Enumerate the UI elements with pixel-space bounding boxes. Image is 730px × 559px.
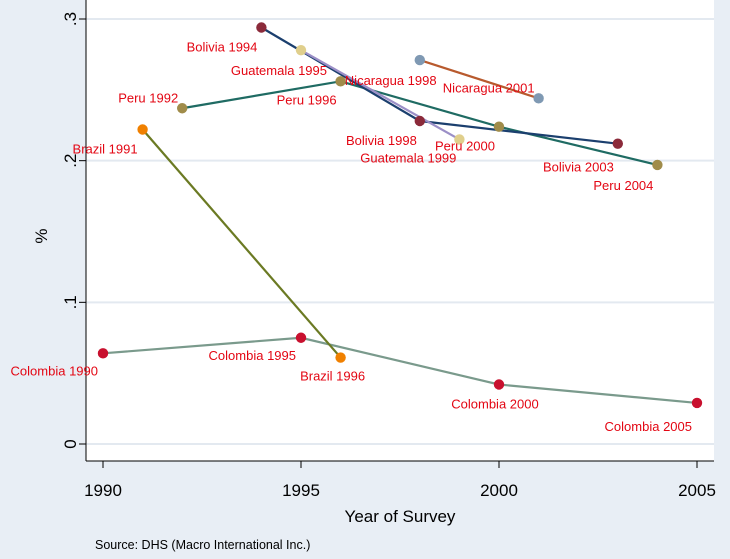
data-point <box>335 352 346 363</box>
x-tick-label: 1995 <box>282 481 320 500</box>
point-label: Peru 1992 <box>118 90 178 105</box>
point-label: Guatemala 1995 <box>231 63 327 78</box>
data-point <box>295 44 307 56</box>
point-label: Peru 2004 <box>593 178 653 193</box>
x-tick-label: 2005 <box>678 481 716 500</box>
data-point <box>493 121 505 132</box>
data-point <box>652 159 663 171</box>
point-label: Colombia 2005 <box>605 419 692 434</box>
data-point <box>454 134 465 145</box>
point-label: Brazil 1996 <box>300 369 365 384</box>
data-point <box>137 124 148 135</box>
point-label: Peru 1996 <box>277 92 337 107</box>
point-label: Bolivia 1994 <box>187 40 258 55</box>
data-point <box>612 138 623 149</box>
data-point <box>256 22 267 33</box>
series-line <box>300 49 460 141</box>
data-point <box>335 76 346 87</box>
point-label: Brazil 1991 <box>73 142 138 157</box>
source-note: Source: DHS (Macro International Inc.) <box>95 538 310 552</box>
series-line <box>141 128 342 359</box>
y-tick-label: 0 <box>61 439 80 448</box>
point-label: Guatemala 1999 <box>360 150 456 165</box>
data-point <box>295 332 307 343</box>
data-point <box>533 93 544 104</box>
axes: 0 .1 .2 .3 1990 1995 2000 2005 <box>61 12 716 500</box>
data-point <box>414 115 425 127</box>
y-tick-label: .1 <box>61 295 80 309</box>
point-label: Nicaragua 1998 <box>345 73 437 88</box>
point-label: Nicaragua 2001 <box>443 80 535 95</box>
y-tick-label: .3 <box>61 12 80 26</box>
data-point <box>691 397 703 409</box>
series-line <box>419 59 539 100</box>
data-point <box>177 103 188 114</box>
data-point <box>97 348 109 359</box>
point-label: Colombia 2000 <box>451 397 538 412</box>
data-point <box>493 379 505 390</box>
x-tick-label: 2000 <box>480 481 518 500</box>
point-label: Peru 2000 <box>435 139 495 154</box>
plot-area <box>86 0 714 461</box>
grid-lines <box>86 18 714 445</box>
x-axis-title: Year of Survey <box>345 507 456 526</box>
y-axis-title: % <box>32 228 51 243</box>
point-label: Bolivia 1998 <box>346 133 417 148</box>
x-tick-label: 1990 <box>84 481 122 500</box>
data-point <box>414 54 425 66</box>
series-line <box>182 80 658 166</box>
y-tick-label: .2 <box>61 154 80 168</box>
series-markers <box>97 22 703 409</box>
point-label: Colombia 1990 <box>11 363 98 378</box>
series-line <box>102 336 698 405</box>
point-label: Colombia 1995 <box>209 348 296 363</box>
point-label: Bolivia 2003 <box>543 160 614 175</box>
point-labels: Colombia 1990 Colombia 1995 Colombia 2000 C… <box>11 40 692 434</box>
